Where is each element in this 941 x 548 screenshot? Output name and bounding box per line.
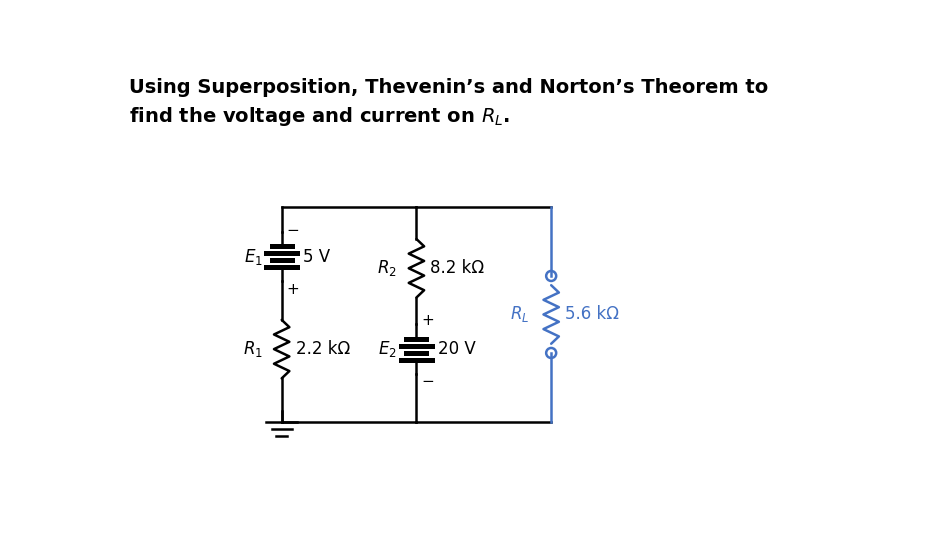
Text: 8.2 kΩ: 8.2 kΩ [430, 259, 485, 277]
Text: $E_2$: $E_2$ [378, 339, 397, 359]
Text: $R_2$: $R_2$ [377, 258, 397, 278]
Text: $R_L$: $R_L$ [510, 305, 530, 324]
Text: $R_1$: $R_1$ [243, 339, 263, 359]
Text: 20 V: 20 V [438, 340, 476, 358]
Text: $-$: $-$ [286, 221, 299, 236]
Text: $-$: $-$ [421, 373, 434, 387]
Text: $+$: $+$ [286, 282, 299, 296]
Text: Using Superposition, Thevenin’s and Norton’s Theorem to: Using Superposition, Thevenin’s and Nort… [129, 78, 769, 97]
Text: find the voltage and current on $R_L$.: find the voltage and current on $R_L$. [129, 105, 510, 128]
Text: 2.2 kΩ: 2.2 kΩ [295, 340, 350, 358]
Text: $+$: $+$ [421, 313, 434, 328]
Text: 5 V: 5 V [303, 248, 330, 266]
Text: $E_1$: $E_1$ [244, 247, 263, 267]
Text: 5.6 kΩ: 5.6 kΩ [565, 305, 619, 323]
